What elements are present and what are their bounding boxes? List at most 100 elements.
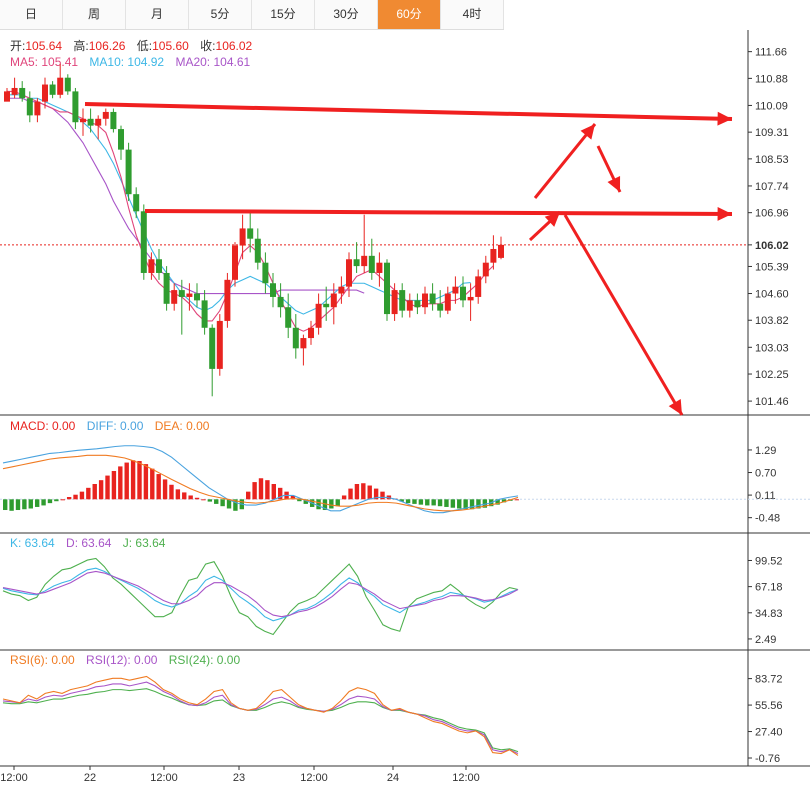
macd-bar [265,480,270,500]
candle-body [133,194,140,212]
macd-bar [252,482,257,500]
macd-bar [137,461,142,500]
tab-week[interactable]: 周 [63,0,126,29]
time-tick-label: 22 [84,772,96,784]
kdj-tick-label: 99.52 [755,555,783,567]
price-tick-label: 102.25 [755,369,789,381]
macd-bar [399,499,404,502]
candle-body [102,111,109,119]
tab-4hour[interactable]: 4时 [441,0,504,29]
candle-body [353,259,360,267]
candle-body [422,293,428,308]
tab-day[interactable]: 日 [0,0,63,29]
macd-bar [316,499,321,510]
candle-body [475,276,482,297]
macd-tick-label: -0.48 [755,513,780,525]
candle-body [346,259,352,287]
candle-body [140,211,147,273]
macd-bar [380,491,385,500]
candle-body [87,118,94,126]
macd-bar [469,499,475,510]
macd-bar [73,494,78,500]
kdj-d-line [2,570,519,618]
macd-bar [3,499,8,511]
time-tick-label: 24 [387,772,399,784]
candle-body [391,290,398,315]
macd-bar [271,484,276,500]
macd-bar [162,479,168,500]
rsi12-label: RSI(12): 0.00 [86,653,158,667]
macd-bar [60,499,65,501]
candle-body [482,262,489,277]
tab-60min[interactable]: 60分 [378,0,441,29]
macd-bar [444,499,449,507]
diff-label: DIFF: 0.00 [86,419,144,433]
kdj-tick-label: 67.18 [755,582,783,594]
candle-body [232,245,238,280]
candle-body [4,91,10,102]
tab-5min[interactable]: 5分 [189,0,252,29]
macd-bar [258,478,264,500]
candle-body [376,262,383,273]
macd-diff-line [2,445,519,514]
macd-bar [214,499,219,504]
macd-bar [233,499,238,511]
price-tick-label: 108.53 [755,154,789,166]
candle-body [110,111,117,130]
candle-body [118,129,124,150]
ma10-label: MA10: 104.92 [89,55,165,69]
candle-body [467,296,474,301]
macd-bar [437,499,443,507]
rsi-tick-label: 27.40 [755,727,783,739]
macd-bar [182,492,187,500]
macd-tick-label: 0.11 [755,490,776,502]
tab-30min[interactable]: 30分 [315,0,378,29]
kdj-legend: K: 63.64 D: 63.64 J: 63.64 [10,536,173,550]
macd-bar [412,499,417,504]
macd-bar [188,495,193,500]
macd-bar [418,499,424,505]
price-tick-label: 109.31 [755,127,789,139]
arrow-pullback-head [607,176,621,192]
macd-bar [303,499,308,504]
time-tick-label: 12:00 [452,772,480,784]
arrow-drop-head [668,399,682,415]
macd-bar [476,499,481,509]
candle-body [444,293,451,311]
macd-bar [66,497,72,500]
ma-legend: MA5: 105.41 MA10: 104.92 MA20: 104.61 [10,55,258,69]
candle-body [224,279,231,321]
resistance-arrow-lower-head [717,206,732,221]
candle-body [57,77,64,95]
period-tabs: 日 周 月 5分 15分 30分 60分 4时 [0,0,504,30]
arrow-breakout-up-long-head [580,124,595,140]
macd-bar [495,499,500,505]
candle-body [216,320,223,369]
macd-bar [98,480,104,500]
candle-body [285,307,292,328]
candle-body [498,244,504,258]
tab-15min[interactable]: 15分 [252,0,315,29]
candle-body [399,290,406,311]
macd-bar [9,499,14,511]
ma10-line [7,94,471,315]
candle-body [292,327,299,349]
macd-bar [463,499,468,510]
macd-tick-label: 0.70 [755,468,776,480]
price-tick-label: 111.66 [755,47,787,59]
candle-body [437,303,444,311]
kdj-tick-label: 34.83 [755,608,783,620]
macd-bar [297,499,302,502]
tab-month[interactable]: 月 [126,0,189,29]
macd-bar [450,499,456,508]
macd-bar [457,499,462,509]
price-tick-label: 106.02 [755,240,789,252]
macd-bar [169,484,174,500]
macd-bar [405,499,411,504]
arrow-breakout-up-long [533,123,597,199]
macd-dea-line [2,454,519,512]
macd-bar [86,487,91,500]
candle-body [49,84,56,95]
macd-bar [54,499,59,502]
candle-body [194,293,200,301]
